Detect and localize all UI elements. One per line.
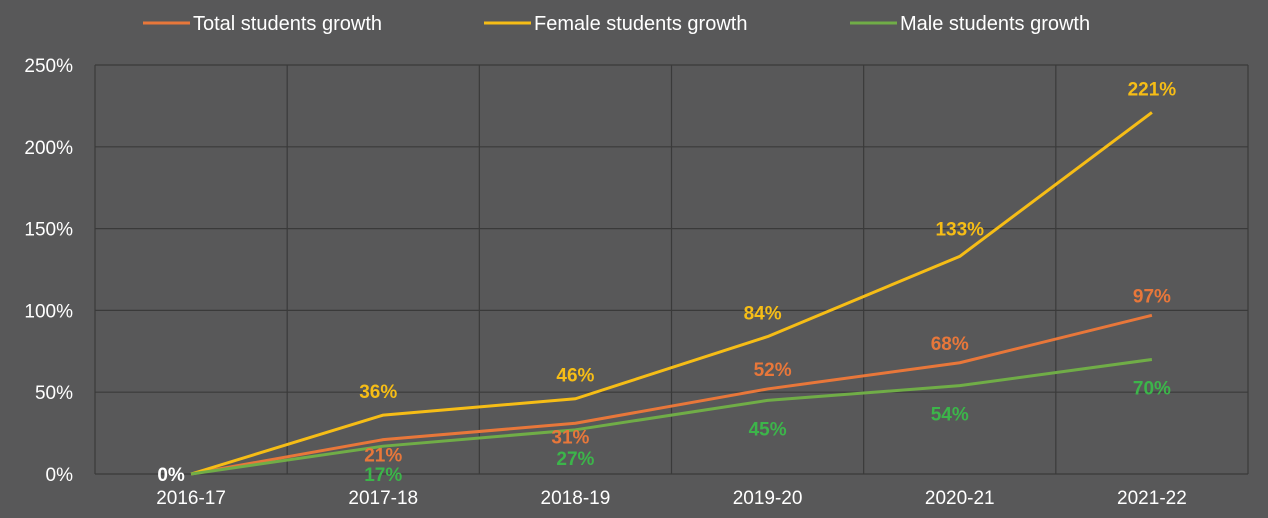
data-label: 133% bbox=[935, 219, 984, 240]
data-label: 27% bbox=[556, 449, 594, 470]
series-line bbox=[190, 357, 1153, 476]
data-label: 54% bbox=[931, 405, 969, 426]
legend-label: Female students growth bbox=[534, 13, 747, 35]
data-label: 0% bbox=[157, 465, 185, 486]
data-label: 21% bbox=[364, 446, 402, 467]
x-tick-label: 2018-19 bbox=[541, 488, 611, 509]
legend-item: Female students growth bbox=[484, 13, 747, 35]
y-axis-ticks: 0% 50% 100% 150% 200% 250% bbox=[24, 56, 73, 486]
data-label: 68% bbox=[931, 334, 969, 355]
data-label: 221% bbox=[1128, 79, 1177, 100]
data-label: 46% bbox=[556, 366, 594, 387]
y-tick-label: 250% bbox=[24, 56, 73, 77]
data-label: 45% bbox=[749, 419, 787, 440]
series-line bbox=[190, 111, 1153, 476]
y-tick-label: 100% bbox=[24, 301, 73, 322]
legend-item: Male students growth bbox=[850, 13, 1090, 35]
data-labels: 21% 31% 52% 68% 97% 36% 46% 84% 133% 221% 17% 27% 45… bbox=[157, 79, 1176, 486]
y-tick-label: 50% bbox=[35, 383, 73, 404]
x-tick-label: 2017-18 bbox=[348, 488, 418, 509]
legend: Total students growth Female students gro… bbox=[143, 13, 1090, 35]
data-label: 70% bbox=[1133, 378, 1171, 399]
data-label: 36% bbox=[359, 382, 397, 403]
legend-item: Total students growth bbox=[143, 13, 382, 35]
series-lines bbox=[190, 111, 1153, 476]
data-label: 84% bbox=[744, 304, 782, 325]
x-tick-label: 2021-22 bbox=[1117, 488, 1187, 509]
data-label: 17% bbox=[364, 465, 402, 486]
gridlines bbox=[94, 64, 1249, 475]
series-line bbox=[190, 313, 1153, 476]
x-axis-ticks: 2016-17 2017-18 2018-19 2019-20 2020-21 2021-… bbox=[156, 488, 1187, 509]
x-tick-label: 2019-20 bbox=[733, 488, 803, 509]
data-label: 97% bbox=[1133, 286, 1171, 307]
data-label: 31% bbox=[551, 427, 589, 448]
x-tick-label: 2020-21 bbox=[925, 488, 995, 509]
data-label: 52% bbox=[754, 360, 792, 381]
x-tick-label: 2016-17 bbox=[156, 488, 226, 509]
legend-label: Total students growth bbox=[193, 13, 382, 35]
y-tick-label: 150% bbox=[24, 220, 73, 241]
legend-label: Male students growth bbox=[900, 13, 1090, 35]
y-tick-label: 200% bbox=[24, 138, 73, 159]
y-tick-label: 0% bbox=[46, 465, 74, 486]
